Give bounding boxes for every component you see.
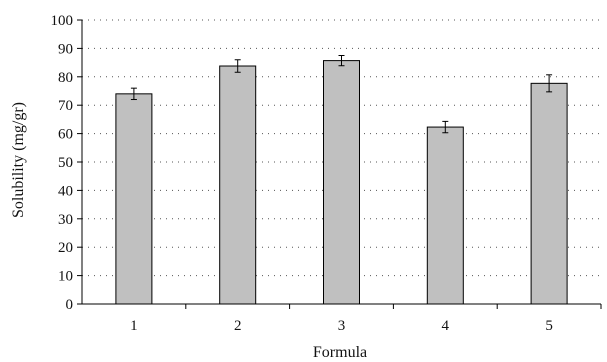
bar <box>426 126 464 305</box>
y-tick-label: 0 <box>66 297 74 313</box>
y-tick-label: 30 <box>58 212 73 228</box>
y-axis-title: Solubility (mg/gr) <box>10 102 27 218</box>
y-tick-label: 20 <box>58 240 73 256</box>
y-axis-ticks: 0 10 20 30 40 50 60 70 80 90 100 <box>51 13 82 313</box>
y-tick-label: 80 <box>58 70 73 86</box>
bar <box>530 82 568 305</box>
bar <box>323 60 360 305</box>
gridlines <box>82 19 601 277</box>
x-tick-label: 1 <box>130 318 138 334</box>
y-tick-label: 60 <box>58 127 73 143</box>
y-tick-label: 40 <box>58 183 73 199</box>
x-tick-label: 4 <box>442 318 450 334</box>
x-tick-label: 3 <box>338 318 346 334</box>
y-tick-label: 10 <box>58 269 73 285</box>
axes: 0 10 20 30 40 50 60 70 80 90 100 1 2 3 4 5 <box>51 13 602 334</box>
y-tick-label: 100 <box>51 13 74 29</box>
y-tick-label: 70 <box>58 98 73 114</box>
x-tick-label: 5 <box>545 318 553 334</box>
bar <box>115 93 153 305</box>
x-axis-ticks: 1 2 3 4 5 <box>130 304 602 334</box>
x-axis-title: Formula <box>313 344 367 361</box>
x-tick-label: 2 <box>234 318 242 334</box>
bars <box>115 55 568 305</box>
y-tick-label: 50 <box>58 155 73 171</box>
y-tick-label: 90 <box>58 41 73 57</box>
bar <box>219 65 257 305</box>
